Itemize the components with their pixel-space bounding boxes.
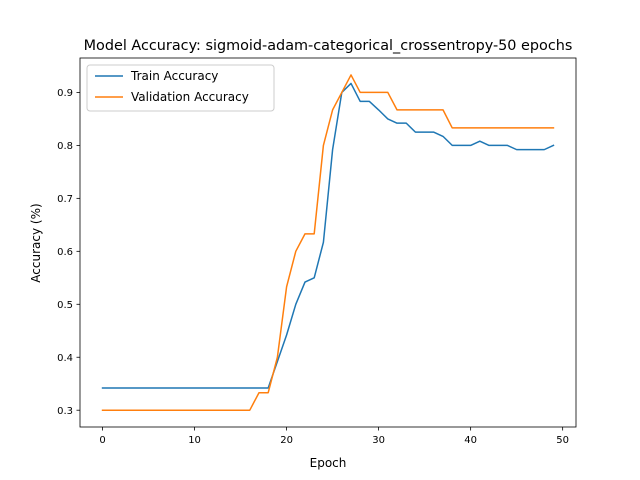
- y-axis-label: Accuracy (%): [29, 203, 43, 282]
- y-tick-label: 0.3: [57, 406, 73, 417]
- legend-label-1: Validation Accuracy: [131, 90, 249, 104]
- y-tick-label: 0.7: [57, 194, 73, 205]
- legend: Train Accuracy Validation Accuracy: [86, 64, 275, 112]
- series-line-0: [101, 82, 555, 389]
- x-axis-label: Epoch: [310, 456, 347, 470]
- legend-label-0: Train Accuracy: [130, 69, 218, 83]
- y-tick-label: 0.5: [57, 300, 73, 311]
- legend-box: [86, 64, 275, 112]
- x-tick-label: 0: [99, 435, 105, 446]
- axes-frame: [79, 57, 577, 428]
- x-tick-label: 30: [372, 435, 385, 446]
- chart-title: Model Accuracy: sigmoid-adam-categorical…: [84, 38, 573, 54]
- y-tick-label: 0.9: [57, 88, 73, 99]
- x-tick-label: 20: [280, 435, 293, 446]
- y-tick-label: 0.8: [57, 141, 73, 152]
- y-tick-label: 0.6: [57, 247, 73, 258]
- plot-area: 0 10 20 30 40 50 0.3 0.4 0.5 0.6 0.7 0.8 0.9 Train Ac…: [57, 57, 577, 446]
- y-tick-label: 0.4: [57, 353, 73, 364]
- x-tick-label: 10: [188, 435, 201, 446]
- series-line-1: [101, 74, 555, 411]
- x-tick-label: 40: [464, 435, 477, 446]
- x-tick-label: 50: [556, 435, 569, 446]
